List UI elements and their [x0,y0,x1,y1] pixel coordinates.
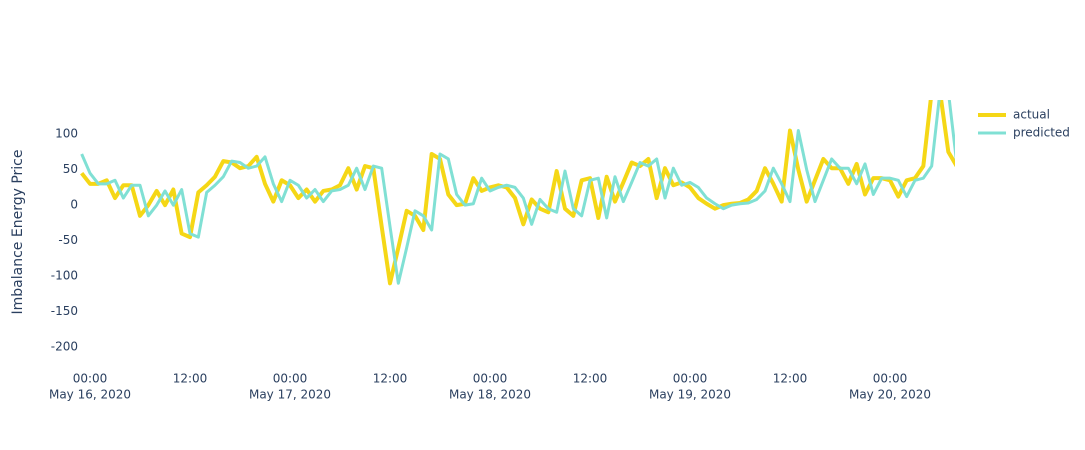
x-tick-label: 00:00 [273,372,308,386]
y-tick-label: -100 [51,269,78,283]
x-tick-label: 00:00 [873,372,908,386]
legend-label[interactable]: predicted [1013,126,1070,140]
y-tick-label: 0 [70,198,78,212]
series-line [80,100,955,285]
x-tick-label: 12:00 [573,372,608,386]
legend-label[interactable]: actual [1013,108,1050,122]
x-tick-label: 12:00 [173,372,208,386]
x-tick-label: 00:00 [673,372,708,386]
x-tick-label: 00:00 [473,372,508,386]
plot-area [80,100,955,286]
x-tick-date: May 16, 2020 [49,388,131,402]
y-tick-label: 100 [55,127,78,141]
x-tick-date: May 20, 2020 [849,388,931,402]
y-tick-label: 50 [63,162,78,176]
y-axis-title: Imbalance Energy Price [10,150,26,315]
x-tick-label: 12:00 [373,372,408,386]
y-tick-label: -200 [51,340,78,354]
y-tick-label: -50 [58,233,78,247]
x-tick-date: May 18, 2020 [449,388,531,402]
x-tick-label: 00:00 [73,372,108,386]
x-tick-label: 12:00 [773,372,808,386]
y-tick-label: -150 [51,304,78,318]
x-tick-date: May 19, 2020 [649,388,731,402]
x-tick-date: May 17, 2020 [249,388,331,402]
